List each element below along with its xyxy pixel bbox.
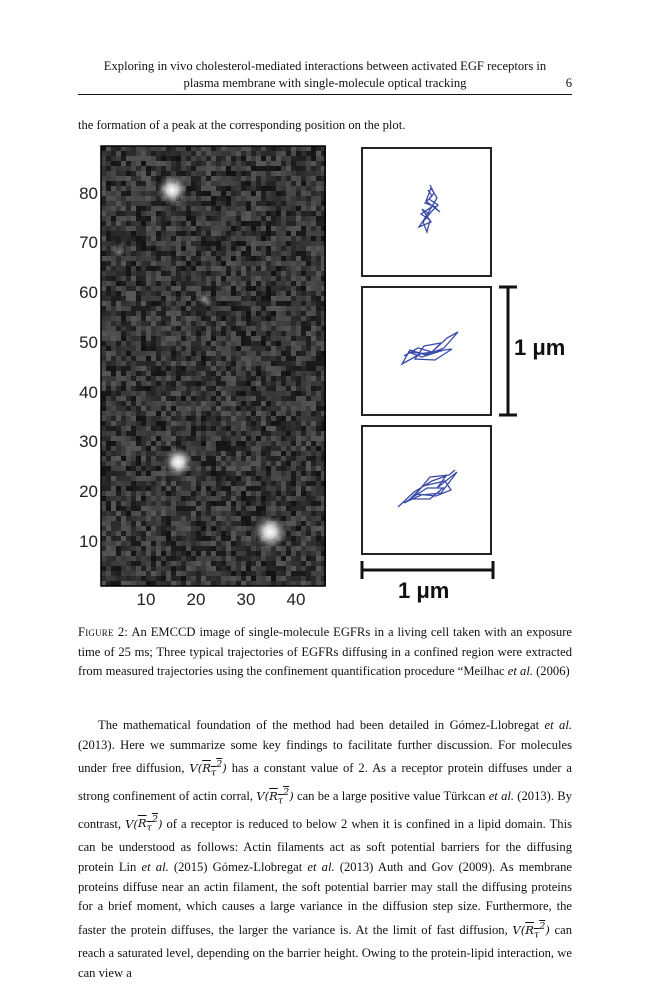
body-text: has a constant value of 2. As a receptor… [78,761,572,803]
citation-et-al: et al. [141,859,169,874]
x-axis-ticks: 10 20 30 40 [137,590,306,609]
emccd-noise [101,146,326,586]
trajectory-panel-2 [361,286,492,416]
bright-spot [112,242,128,258]
body-text: (2013). Here we summarize some key findi… [78,737,572,776]
horizontal-scale-label: 1 μm [398,578,449,603]
caption-text: An EMCCD image of single-molecule EGFRs … [78,625,572,679]
y-tick-label: 80 [79,184,98,203]
trajectory-3 [397,469,458,508]
trajectory-1 [417,184,441,235]
caption-et-al: et al. [507,664,533,679]
citation-et-al: et al. [488,788,515,803]
y-tick-label: 60 [79,283,98,302]
y-tick-label: 30 [79,432,98,451]
math-expression: V(Rτ2) [256,786,294,807]
vertical-scale-bar [499,285,517,417]
y-tick-label: 20 [79,482,98,501]
math-expression: V(Rτ2) [512,920,550,940]
bright-spot [253,515,287,549]
math-expression: V(Rτ2) [189,759,227,779]
figure-caption: Figure 2: An EMCCD image of single-molec… [78,623,572,682]
fluorescent-spots [112,175,287,549]
x-tick-label: 10 [137,590,156,609]
math-expression: V(Rτ2) [125,814,163,834]
y-tick-label: 70 [79,233,98,252]
trajectory-panel-3 [361,425,492,555]
y-tick-label: 40 [79,383,98,402]
header-title-line2: plasma membrane with single-molecule opt… [183,76,467,90]
page-number: 6 [565,76,572,90]
bright-spot [163,447,193,477]
y-tick-label: 50 [79,333,98,352]
header-title-line1: Exploring in vivo cholesterol-mediated i… [103,59,547,73]
header-rule [78,94,572,95]
running-header: Exploring in vivo cholesterol-mediated i… [78,58,572,92]
x-tick-label: 40 [287,590,306,609]
body-text: can reach a saturated level, depending o… [78,922,572,981]
body-text: The mathematical foundation of the metho… [98,718,545,732]
citation-et-al: et al. [307,859,335,874]
body-text: (2013) Auth and Gov (2009). As membrane … [78,859,572,937]
bright-spot [157,175,187,205]
y-tick-label: 10 [79,532,98,551]
body-text: (2013). By contrast, [78,788,572,831]
caption-label: Figure 2: [78,625,129,639]
x-tick-label: 30 [237,590,256,609]
horizontal-scale-bar [360,561,495,579]
body-text: of a receptor is reduced to below 2 when… [78,816,572,874]
emccd-image-frame [100,145,326,587]
body-paragraph: The mathematical foundation of the metho… [78,716,572,984]
vertical-scale-label: 1 μm [514,335,565,360]
trajectory-2 [400,331,459,366]
bright-spot [198,293,212,307]
x-tick-label: 20 [187,590,206,609]
body-text: can be a large positive value Türkcan [293,788,489,803]
body-text: (2015) Gómez-Llobregat [168,859,308,874]
y-axis-ticks: 80 70 60 50 40 30 20 10 [79,184,98,551]
citation-et-al: et al. [544,718,572,732]
caption-year: (2006) [532,664,570,679]
intro-paragraph: the formation of a peak at the correspon… [78,118,406,132]
figure-2: 80 70 60 50 40 30 20 10 10 20 30 40 1 μm 1 μm [79,145,565,609]
